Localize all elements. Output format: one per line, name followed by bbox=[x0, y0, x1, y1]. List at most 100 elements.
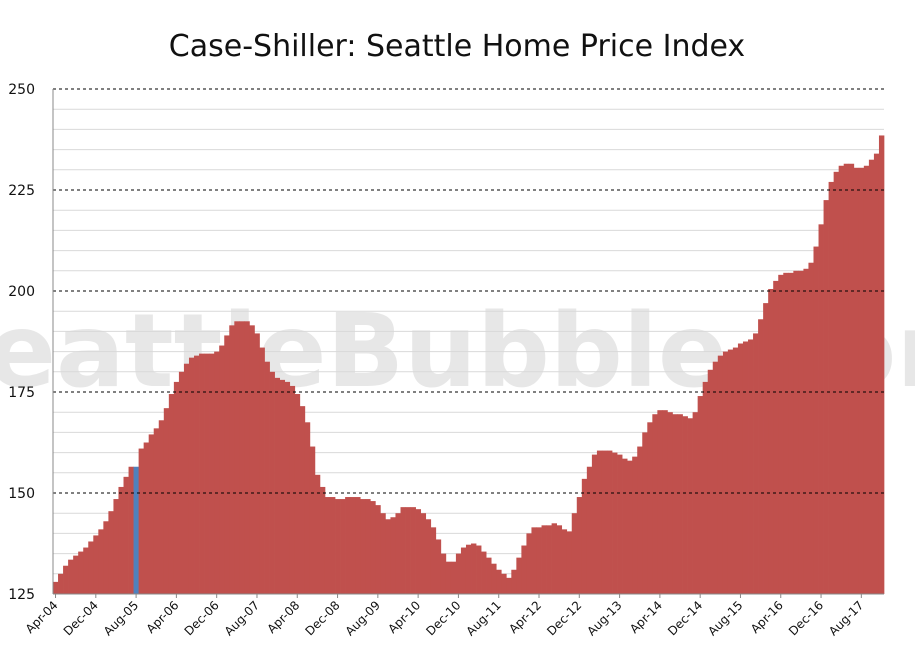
bar bbox=[138, 448, 145, 594]
bar bbox=[93, 535, 99, 594]
x-tick-label: Aug-11 bbox=[464, 598, 504, 638]
y-tick-label: 150 bbox=[8, 486, 35, 502]
bar bbox=[299, 406, 306, 594]
bar bbox=[375, 505, 381, 594]
bar bbox=[380, 513, 386, 594]
bar bbox=[274, 377, 280, 594]
bar bbox=[289, 385, 296, 594]
x-tick-label: Apr-08 bbox=[264, 598, 302, 636]
bar bbox=[778, 274, 784, 594]
bar bbox=[622, 458, 628, 594]
y-tick-label: 200 bbox=[8, 284, 35, 300]
bar bbox=[350, 497, 356, 594]
bar bbox=[390, 517, 396, 594]
major-grid bbox=[53, 88, 884, 494]
bar bbox=[430, 527, 437, 594]
bar bbox=[496, 569, 502, 594]
bar bbox=[309, 446, 316, 594]
bar bbox=[652, 414, 658, 594]
bar bbox=[853, 167, 860, 594]
bar bbox=[662, 410, 668, 594]
bar bbox=[571, 513, 578, 594]
bar bbox=[692, 412, 699, 594]
bar bbox=[88, 541, 94, 594]
bar bbox=[878, 135, 885, 594]
x-tick-label: Apr-06 bbox=[144, 598, 182, 636]
x-tick-label: Dec-12 bbox=[544, 598, 584, 638]
bar bbox=[128, 466, 134, 594]
bar bbox=[98, 529, 104, 594]
bar bbox=[843, 163, 850, 595]
bar bbox=[319, 486, 326, 594]
bar bbox=[783, 272, 789, 594]
bar bbox=[118, 486, 124, 594]
bar bbox=[294, 394, 301, 594]
x-tick-label: Aug-15 bbox=[705, 598, 745, 638]
bar bbox=[531, 527, 537, 594]
bar bbox=[410, 507, 416, 594]
x-tick-label: Apr-04 bbox=[23, 598, 61, 636]
bar bbox=[450, 561, 457, 594]
bar bbox=[687, 418, 693, 594]
bar bbox=[672, 414, 678, 594]
bar bbox=[188, 357, 195, 594]
bar bbox=[234, 321, 240, 594]
bar bbox=[440, 553, 447, 594]
bar bbox=[254, 333, 260, 594]
bar bbox=[481, 551, 487, 594]
bar bbox=[868, 159, 875, 594]
bar bbox=[68, 559, 74, 594]
bar bbox=[863, 165, 870, 594]
x-tick-label: Apr-10 bbox=[385, 598, 423, 636]
bar bbox=[385, 519, 391, 594]
bar bbox=[330, 497, 336, 594]
bar bbox=[536, 527, 542, 594]
bar bbox=[158, 420, 165, 594]
bar bbox=[370, 501, 376, 594]
x-tick-label: Dec-16 bbox=[786, 598, 826, 638]
bar bbox=[732, 347, 739, 594]
bar bbox=[541, 525, 547, 594]
bar bbox=[516, 557, 522, 594]
bar bbox=[415, 509, 422, 594]
x-tick-label: Dec-06 bbox=[182, 598, 222, 638]
bar bbox=[722, 351, 729, 594]
y-tick-label: 225 bbox=[8, 183, 35, 199]
bar bbox=[204, 353, 210, 594]
bar bbox=[304, 422, 311, 594]
bar bbox=[249, 325, 255, 594]
bar bbox=[219, 345, 225, 594]
bar bbox=[697, 396, 704, 594]
bar bbox=[335, 499, 341, 594]
bar bbox=[209, 353, 215, 594]
bar bbox=[768, 288, 774, 594]
bar bbox=[838, 165, 845, 594]
bars bbox=[53, 135, 885, 595]
bar bbox=[58, 573, 64, 594]
bar bbox=[607, 450, 613, 594]
bar bbox=[405, 507, 411, 594]
bar bbox=[707, 369, 714, 594]
bar bbox=[848, 163, 855, 595]
bar bbox=[183, 363, 190, 594]
x-tick-label: Aug-05 bbox=[101, 598, 141, 638]
bar bbox=[586, 466, 593, 594]
bar bbox=[642, 432, 648, 594]
bar bbox=[873, 153, 880, 594]
bar bbox=[324, 497, 331, 594]
bar bbox=[63, 565, 69, 594]
bar bbox=[803, 268, 809, 594]
bar bbox=[546, 525, 552, 594]
x-tick-label: Apr-16 bbox=[748, 598, 786, 636]
bar bbox=[551, 523, 557, 594]
bar bbox=[199, 353, 205, 594]
bar bbox=[858, 167, 865, 594]
bar bbox=[526, 533, 532, 594]
bar bbox=[143, 442, 150, 594]
x-tick-label: Dec-04 bbox=[61, 598, 101, 638]
bar bbox=[833, 171, 840, 594]
bar bbox=[103, 521, 109, 594]
bar bbox=[677, 414, 683, 594]
bar bbox=[617, 454, 623, 594]
